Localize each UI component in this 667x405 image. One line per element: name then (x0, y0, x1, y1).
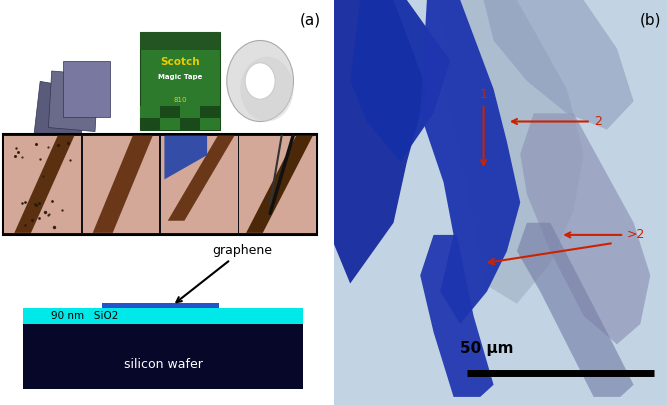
Polygon shape (63, 61, 110, 117)
FancyBboxPatch shape (3, 134, 317, 235)
Text: Magic Tape: Magic Tape (158, 74, 202, 80)
Text: >2: >2 (566, 228, 646, 241)
Polygon shape (420, 235, 494, 397)
Polygon shape (49, 71, 98, 132)
FancyBboxPatch shape (160, 106, 180, 118)
FancyBboxPatch shape (140, 32, 220, 130)
Ellipse shape (227, 40, 293, 122)
Text: graphene: graphene (176, 244, 272, 302)
FancyBboxPatch shape (161, 136, 237, 233)
Text: 2: 2 (512, 115, 602, 128)
Text: 1: 1 (480, 88, 488, 165)
FancyBboxPatch shape (23, 308, 303, 324)
Text: (b): (b) (640, 12, 661, 27)
Polygon shape (440, 0, 584, 304)
Polygon shape (484, 0, 634, 130)
Polygon shape (33, 81, 87, 145)
FancyBboxPatch shape (334, 0, 667, 405)
FancyBboxPatch shape (83, 136, 159, 233)
FancyBboxPatch shape (140, 32, 220, 50)
Text: (a): (a) (299, 12, 321, 27)
Text: 50 μm: 50 μm (460, 341, 514, 356)
Text: Scotch: Scotch (160, 57, 200, 66)
FancyBboxPatch shape (180, 118, 200, 130)
Ellipse shape (245, 63, 275, 99)
FancyBboxPatch shape (200, 118, 220, 130)
FancyBboxPatch shape (102, 303, 219, 308)
FancyBboxPatch shape (239, 136, 316, 233)
Text: 90 nm   SiO2: 90 nm SiO2 (51, 311, 119, 321)
Polygon shape (334, 0, 427, 284)
FancyBboxPatch shape (140, 106, 160, 118)
Polygon shape (520, 113, 650, 344)
Polygon shape (350, 0, 450, 162)
Polygon shape (168, 136, 235, 221)
FancyBboxPatch shape (4, 136, 81, 233)
Text: silicon wafer: silicon wafer (124, 358, 203, 371)
FancyBboxPatch shape (180, 106, 200, 118)
Polygon shape (246, 136, 313, 233)
Polygon shape (517, 223, 634, 397)
Polygon shape (164, 136, 207, 179)
FancyBboxPatch shape (17, 247, 310, 393)
FancyBboxPatch shape (23, 324, 303, 389)
FancyBboxPatch shape (140, 118, 160, 130)
Polygon shape (15, 136, 75, 233)
FancyBboxPatch shape (200, 106, 220, 118)
FancyBboxPatch shape (160, 118, 180, 130)
Polygon shape (93, 136, 153, 233)
Text: 810: 810 (173, 98, 187, 103)
Polygon shape (420, 0, 520, 324)
Ellipse shape (240, 57, 293, 122)
